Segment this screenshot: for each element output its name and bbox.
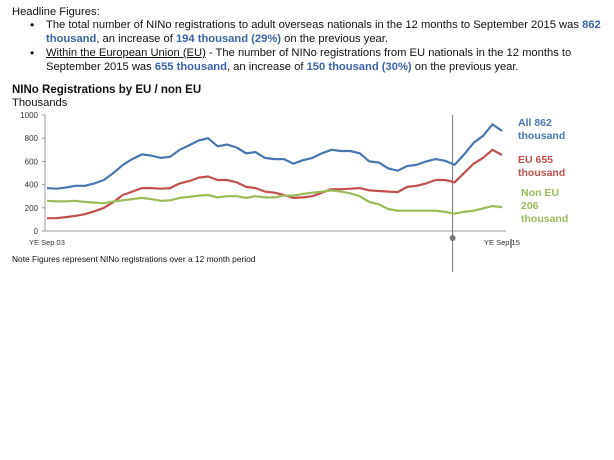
chart-units: Thousands <box>12 97 68 109</box>
bullet-total-text-a: The total number of NINo registrations t… <box>46 19 583 31</box>
bullet-total: • The total number of NINo registrations… <box>12 18 602 46</box>
chart-note: Note Figures represent NINo registration… <box>12 254 256 264</box>
bullet-dot-icon: • <box>30 18 35 32</box>
x-tick-label-start: YE Sep 03 <box>29 238 65 247</box>
bullet-total-value: 862 thousand <box>46 19 601 45</box>
y-tick-label: 400 <box>25 181 39 190</box>
bullet-total-increase: 194 thousand (29%) <box>175 32 282 45</box>
bullet-eu: • Within the European Union (EU) - The n… <box>12 46 602 74</box>
eu-link[interactable]: Within the European Union (EU) <box>46 47 206 59</box>
series-label-non-eu: 206 <box>521 200 539 212</box>
bullet-total-text-b: , an increase of <box>96 32 176 45</box>
series-label-non-eu: thousand <box>521 213 568 225</box>
series-line-all <box>46 123 503 190</box>
line-chart: 0 200 400 600 800 1000 YE Sep 03 YE Sep 15 All 8… <box>20 111 568 272</box>
series-label-all: thousand <box>518 130 565 142</box>
y-tick-label: 800 <box>25 134 39 143</box>
y-tick-label: 1000 <box>20 111 38 120</box>
series-label-eu: EU 655 <box>518 154 553 166</box>
x-tick-label-end: YE Sep 15 <box>484 238 520 247</box>
bullet-eu-value: 655 thousand <box>154 60 227 73</box>
headline-title: Headline Figures: <box>12 6 100 18</box>
series-label-all: All 862 <box>518 117 552 129</box>
y-tick-label: 0 <box>34 227 39 236</box>
bullet-eu-text-a: - The number of NINo registrations from … <box>46 47 572 73</box>
series-label-eu: thousand <box>518 167 565 179</box>
marker-handle <box>449 235 456 241</box>
bullet-eu-text-b: , an increase of <box>226 60 307 73</box>
series-line-non-eu <box>46 189 503 215</box>
y-tick-label: 200 <box>25 204 39 213</box>
series-line-eu <box>47 148 503 220</box>
bullet-eu-text-c: on the previous year. <box>411 60 519 73</box>
bullet-dot-icon: • <box>30 46 35 60</box>
y-tick-label: 600 <box>25 157 39 166</box>
chart-title: NINo Registrations by EU / non EU <box>12 84 202 96</box>
bullet-total-text-c: on the previous year. <box>281 32 389 45</box>
series-label-non-eu: Non EU <box>521 187 559 199</box>
headline-bullets: • The total number of NINo registrations… <box>12 18 602 75</box>
bullet-eu-increase: 150 thousand (30%) <box>306 60 412 73</box>
